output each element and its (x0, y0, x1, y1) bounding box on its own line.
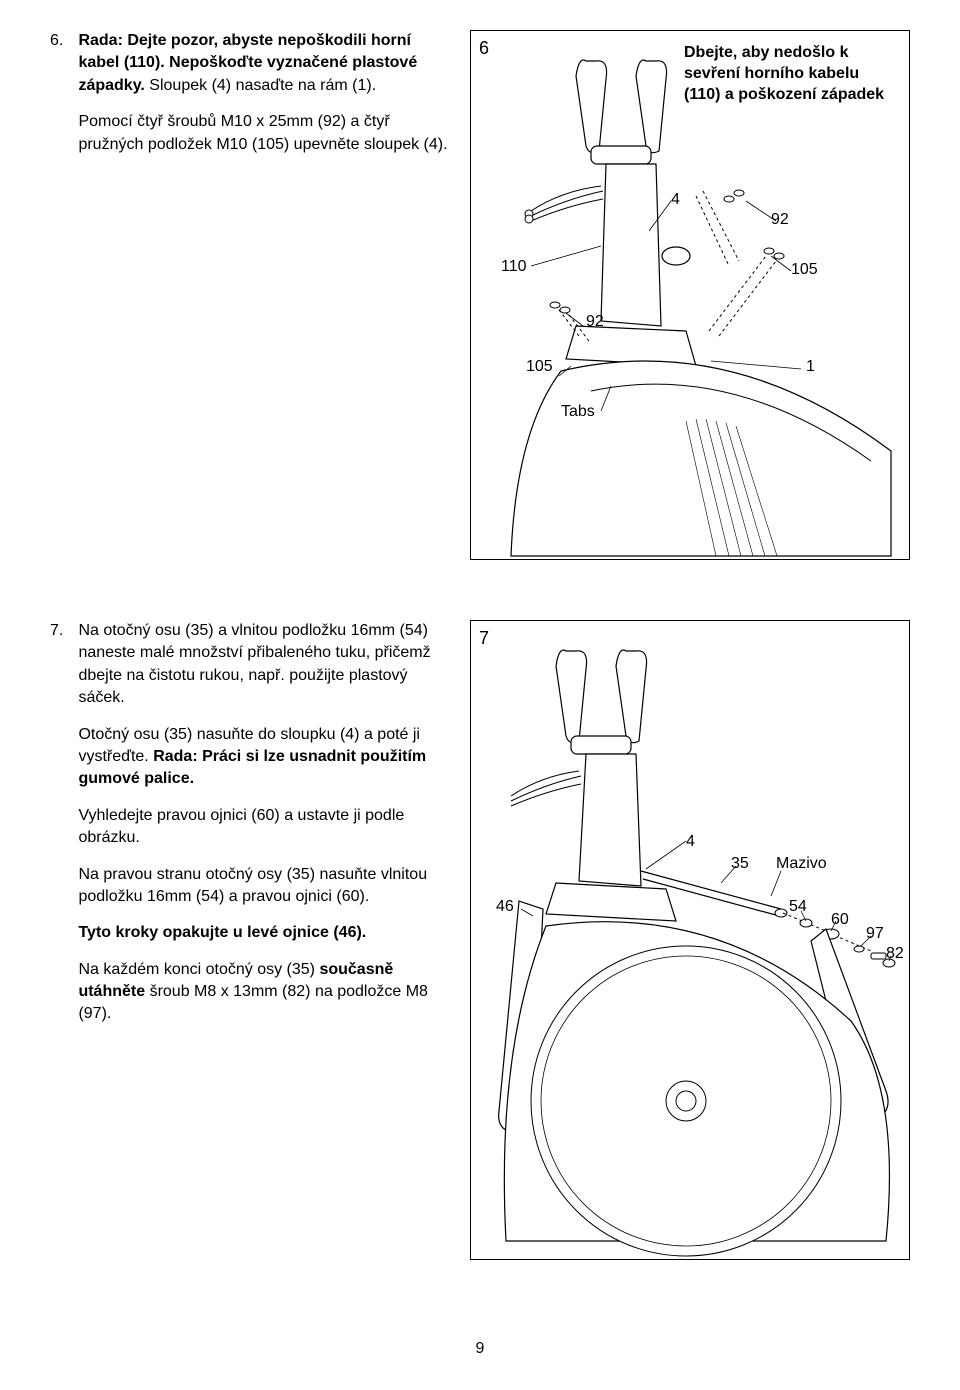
diagram-7-svg (471, 621, 911, 1261)
d7-label-mazivo: Mazivo (776, 853, 827, 875)
step-6-text: 6. Rada: Dejte pozor, abyste nepoškodili… (50, 30, 450, 560)
d6-label-1: 1 (806, 356, 815, 378)
d7-label-4: 4 (686, 831, 695, 853)
step-6-p1-tail: Sloupek (4) nasaďte na rám (1). (145, 77, 376, 94)
d6-label-92a: 92 (771, 209, 789, 231)
step-7-p3: Vyhledejte pravou ojnici (60) a ustavte … (78, 805, 448, 850)
diagram-6-svg (471, 31, 911, 561)
d6-label-110: 110 (501, 256, 527, 278)
d7-label-46: 46 (496, 896, 514, 918)
step-6-p2: Pomocí čtyř šroubů M10 x 25mm (92) a čty… (78, 111, 448, 156)
step-6-body: Rada: Dejte pozor, abyste nepoškodili ho… (78, 30, 448, 170)
diagram-7-number: 7 (479, 626, 489, 651)
step-7-body: Na otočný osu (35) a vlnitou podložku 16… (78, 620, 448, 1040)
step-7-text: 7. Na otočný osu (35) a vlnitou podložku… (50, 620, 450, 1260)
diagram-6-number: 6 (479, 36, 489, 61)
step-7-row: 7. Na otočný osu (35) a vlnitou podložku… (50, 620, 910, 1260)
d6-label-105a: 105 (791, 259, 818, 281)
d7-label-97: 97 (866, 923, 884, 945)
step-6-row: 6. Rada: Dejte pozor, abyste nepoškodili… (50, 30, 910, 560)
d6-label-4: 4 (671, 189, 680, 211)
page-number: 9 (476, 1338, 485, 1360)
d6-label-105b: 105 (526, 356, 553, 378)
d7-label-60: 60 (831, 909, 849, 931)
step-7-p6a: Na každém konci otočný osy (35) (78, 961, 319, 978)
step-7-number: 7. (50, 620, 74, 642)
step-7-p4: Na pravou stranu otočný osy (35) nasuňte… (78, 864, 448, 909)
step-6-number: 6. (50, 30, 74, 52)
step-6-diagram: 6 Dbejte, aby nedošlo k sevření horního … (470, 30, 910, 560)
d6-label-tabs: Tabs (561, 401, 595, 423)
d7-label-82: 82 (886, 943, 904, 965)
d7-label-54: 54 (789, 896, 807, 918)
step-7-p1: Na otočný osu (35) a vlnitou podložku 16… (78, 620, 448, 710)
step-7-p5: Tyto kroky opakujte u levé ojnice (46). (78, 922, 448, 944)
step-7-p6: Na každém konci otočný osy (35) současně… (78, 959, 448, 1026)
diagram-6-warning: Dbejte, aby nedošlo k sevření horního ka… (684, 43, 894, 105)
step-7-p2: Otočný osu (35) nasuňte do sloupku (4) a… (78, 724, 448, 791)
d6-label-92b: 92 (586, 311, 604, 333)
d7-label-35: 35 (731, 853, 749, 875)
step-7-diagram: 7 (470, 620, 910, 1260)
step-6-p1: Rada: Dejte pozor, abyste nepoškodili ho… (78, 30, 448, 97)
